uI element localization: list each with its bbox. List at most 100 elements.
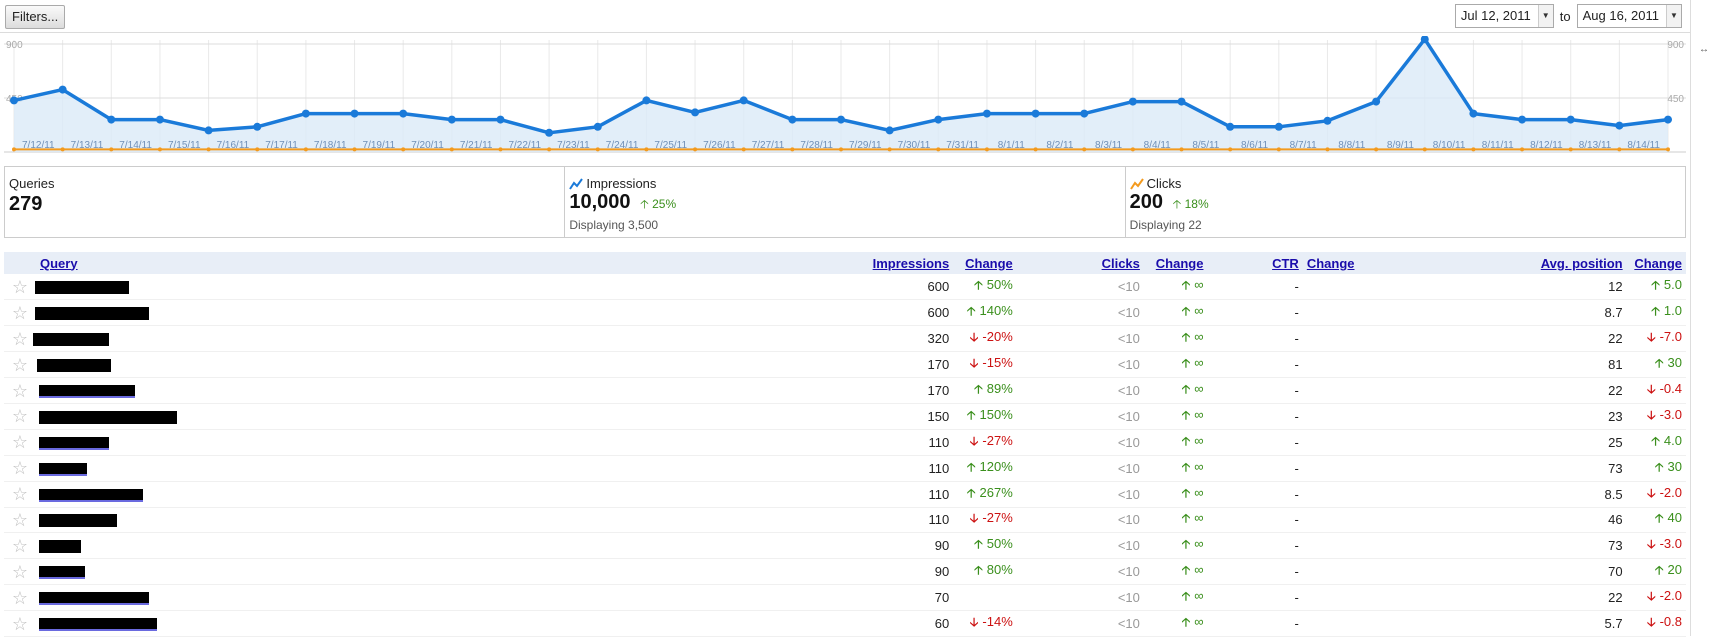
arrow-up-icon: 🡡 xyxy=(1651,304,1660,319)
clicks-change-value: ∞ xyxy=(1194,432,1204,448)
clicks-cell: <10 xyxy=(1117,486,1140,502)
query-redacted[interactable] xyxy=(38,514,117,528)
ctr-change-cell xyxy=(1303,352,1362,378)
query-redacted[interactable] xyxy=(38,436,109,450)
arrow-up-icon: 🡡 xyxy=(640,197,649,211)
query-redacted[interactable] xyxy=(38,618,157,632)
impressions-point xyxy=(593,122,602,131)
table-row: ☆ 170 🡡 89% <10 🡡 ∞ -22 🡣 -0.4 xyxy=(4,378,1686,404)
query-redacted[interactable] xyxy=(38,488,143,502)
star-icon[interactable]: ☆ xyxy=(11,432,28,453)
clicks-point xyxy=(1471,147,1476,152)
position-change-value: -0.8 xyxy=(1659,614,1682,630)
query-redacted[interactable] xyxy=(34,307,149,321)
ctr-cell: - xyxy=(1294,279,1299,295)
table-row: ☆ 90 🡡 80% <10 🡡 ∞ -70 🡡 20 xyxy=(4,559,1686,585)
impressions-change-cell: 🡣 -27% xyxy=(953,429,1017,455)
star-icon[interactable]: ☆ xyxy=(11,613,28,634)
filters-button[interactable]: Filters... xyxy=(5,5,66,29)
impressions-change-cell: 🡡 150% xyxy=(953,403,1017,429)
y-tick-label-right: 450 xyxy=(1667,94,1684,105)
impressions-cell: 600 xyxy=(927,305,950,321)
sort-ctr-change-link[interactable]: Change xyxy=(1306,255,1355,271)
date-to-select[interactable]: Aug 16, 2011 ▼ xyxy=(1576,4,1682,28)
query-redacted[interactable] xyxy=(32,333,109,347)
star-icon[interactable]: ☆ xyxy=(11,484,28,505)
x-tick-label: 7/27/11 xyxy=(752,140,785,151)
impressions-point xyxy=(155,115,164,124)
clicks-point xyxy=(449,147,454,152)
star-icon[interactable]: ☆ xyxy=(11,561,28,582)
impressions-point xyxy=(204,126,213,135)
summary-clicks[interactable]: Clicks 200 🡡 18% Displaying 22 xyxy=(1126,167,1685,237)
star-icon[interactable]: ☆ xyxy=(11,328,28,349)
x-tick-label: 8/8/11 xyxy=(1338,140,1365,151)
position-change-cell: 🡡 4.0 xyxy=(1627,429,1686,455)
summary-impressions[interactable]: Impressions 10,000 🡡 25% Displaying 3,50… xyxy=(565,167,1126,237)
position-change-value: 5.0 xyxy=(1663,277,1682,293)
impressions-point xyxy=(1177,97,1186,106)
star-icon[interactable]: ☆ xyxy=(11,354,28,375)
star-icon[interactable]: ☆ xyxy=(11,276,28,297)
star-icon[interactable]: ☆ xyxy=(11,302,28,323)
ctr-change-cell xyxy=(1303,274,1362,300)
sort-query-link[interactable]: Query xyxy=(40,255,78,271)
sort-impressions-change-link[interactable]: Change xyxy=(965,255,1013,271)
star-icon[interactable]: ☆ xyxy=(11,587,28,608)
star-icon[interactable]: ☆ xyxy=(11,535,28,556)
clicks-point xyxy=(1374,147,1379,152)
impressions-cell: 110 xyxy=(928,434,950,450)
query-redacted[interactable] xyxy=(38,592,149,606)
star-icon[interactable]: ☆ xyxy=(11,406,28,427)
clicks-point xyxy=(887,147,892,152)
clicks-point xyxy=(839,147,843,152)
query-redacted[interactable] xyxy=(34,281,129,295)
sort-clicks-link[interactable]: Clicks xyxy=(1101,255,1140,271)
query-redacted[interactable] xyxy=(36,359,111,373)
query-redacted[interactable] xyxy=(38,540,81,554)
date-from-value: Jul 12, 2011 xyxy=(1460,8,1531,23)
x-tick-label: 8/12/11 xyxy=(1530,140,1563,151)
table-row: ☆ 110 🡡 120% <10 🡡 ∞ -73 🡡 30 xyxy=(4,455,1686,482)
query-redacted[interactable] xyxy=(38,462,87,476)
clicks-point xyxy=(595,147,600,152)
ctr-change-cell xyxy=(1303,455,1362,481)
avg-position-cell: 22 xyxy=(1608,590,1623,606)
impressions-point xyxy=(982,109,991,118)
arrow-down-icon: 🡣 xyxy=(969,433,979,448)
clicks-change-value: ∞ xyxy=(1194,303,1204,319)
ctr-cell: - xyxy=(1294,590,1299,606)
ctr-change-cell xyxy=(1303,507,1362,533)
clicks-point xyxy=(60,147,65,152)
sort-avg-position-link[interactable]: Avg. position xyxy=(1540,255,1623,271)
x-tick-label: 8/2/11 xyxy=(1046,140,1073,151)
clicks-point xyxy=(984,147,989,152)
date-from-select[interactable]: Jul 12, 2011 ▼ xyxy=(1454,4,1554,28)
sort-impressions-link[interactable]: Impressions xyxy=(872,255,950,271)
sort-clicks-change-link[interactable]: Change xyxy=(1155,255,1204,271)
table-row: ☆ 150 🡡 150% <10 🡡 ∞ -23 🡣 -3.0 xyxy=(4,403,1686,430)
impressions-point xyxy=(447,115,456,124)
x-tick-label: 7/15/11 xyxy=(168,140,201,151)
clicks-cell: <10 xyxy=(1117,512,1140,528)
query-redacted[interactable] xyxy=(38,410,177,424)
x-tick-label: 7/12/11 xyxy=(22,140,55,151)
impressions-point xyxy=(10,96,18,105)
clicks-change-value: ∞ xyxy=(1194,329,1204,345)
star-icon[interactable]: ☆ xyxy=(11,458,28,479)
summary-impressions-value: 10,000 xyxy=(569,191,631,213)
arrow-down-icon: 🡣 xyxy=(1646,330,1656,345)
clicks-cell: <10 xyxy=(1117,383,1140,398)
position-change-cell: 🡣 -0.4 xyxy=(1627,378,1686,404)
query-redacted[interactable] xyxy=(38,385,135,399)
star-icon[interactable]: ☆ xyxy=(11,509,28,530)
clicks-point xyxy=(206,147,211,152)
sort-position-change-link[interactable]: Change xyxy=(1634,255,1682,271)
avg-position-cell: 73 xyxy=(1608,538,1623,554)
ctr-cell: - xyxy=(1294,408,1299,424)
sort-ctr-link[interactable]: CTR xyxy=(1272,255,1299,271)
ctr-cell: - xyxy=(1294,564,1299,580)
vertical-scrollbar[interactable]: ↔ xyxy=(1690,0,1712,636)
star-icon[interactable]: ☆ xyxy=(11,380,28,401)
query-redacted[interactable] xyxy=(38,566,85,580)
